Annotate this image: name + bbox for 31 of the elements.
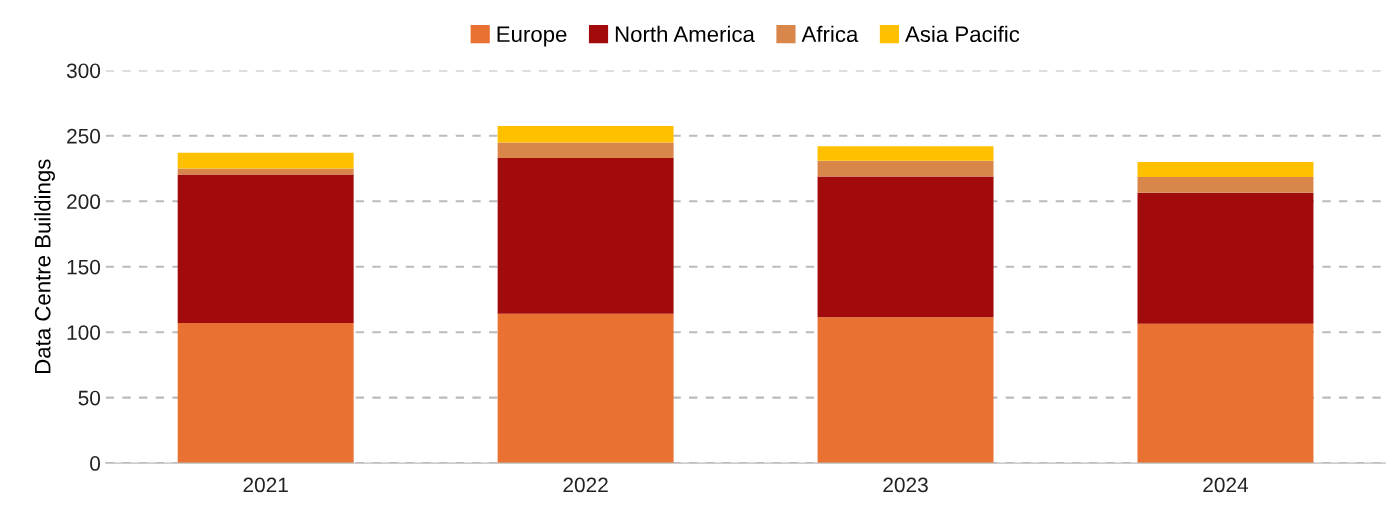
bar: [1137, 192, 1314, 324]
x-tick-label: 2022: [563, 477, 608, 493]
bar: [1137, 323, 1314, 464]
bar: [497, 313, 674, 464]
legend-label: North America: [615, 25, 755, 43]
x-tick-label: 2021: [243, 477, 288, 493]
bar: [1137, 162, 1314, 178]
x-tick-label: 2023: [883, 477, 928, 493]
bar: [817, 160, 994, 177]
y-axis-title: Data Centre Buildings: [34, 159, 55, 373]
bar: [817, 317, 994, 464]
y-tick-label: 300: [66, 63, 101, 79]
y-tick-label: 200: [67, 194, 101, 210]
bar: [497, 126, 674, 143]
bar: [497, 158, 674, 314]
y-tick-label: 50: [78, 390, 101, 406]
x-tick-label: 2024: [1203, 477, 1249, 493]
bar: [177, 152, 354, 169]
bar: [1137, 177, 1314, 193]
bar: [177, 323, 354, 464]
y-tick-label: 100: [67, 325, 101, 340]
bar: [177, 174, 354, 324]
bar: [497, 142, 674, 159]
y-tick-label: 250: [67, 128, 101, 144]
bar: [817, 176, 994, 318]
legend-label: Asia Pacific: [905, 25, 1020, 43]
legend-label: Europe: [497, 26, 567, 47]
legend-label: Africa: [801, 25, 859, 43]
bar: [817, 146, 994, 161]
y-tick-label: 150: [67, 259, 101, 275]
y-tick-label: 0: [90, 456, 101, 471]
